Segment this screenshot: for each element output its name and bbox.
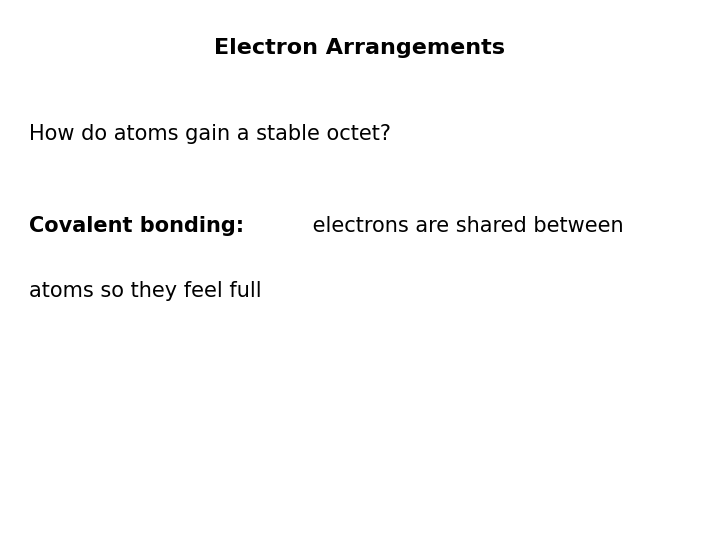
Text: Electron Arrangements: Electron Arrangements (215, 38, 505, 58)
Text: How do atoms gain a stable octet?: How do atoms gain a stable octet? (29, 124, 391, 144)
Text: electrons are shared between: electrons are shared between (307, 216, 624, 236)
Text: atoms so they feel full: atoms so they feel full (29, 281, 261, 301)
Text: Covalent bonding:: Covalent bonding: (29, 216, 244, 236)
